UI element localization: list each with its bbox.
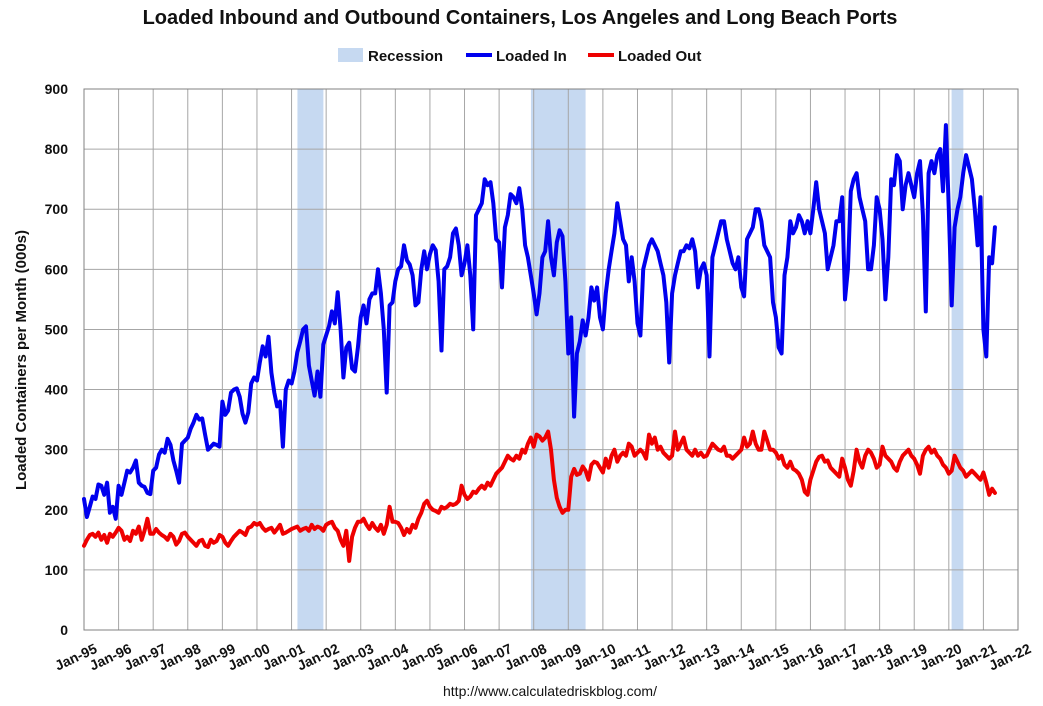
y-tick-label: 300	[45, 442, 69, 458]
y-tick-label: 400	[45, 382, 69, 398]
legend-recession-label: Recession	[368, 48, 443, 65]
legend-loaded-in-label: Loaded In	[496, 48, 567, 65]
x-axis-ticks: Jan-95Jan-96Jan-97Jan-98Jan-99Jan-00Jan-…	[52, 640, 1033, 673]
y-tick-label: 600	[45, 261, 69, 277]
legend-loaded-out-label: Loaded Out	[618, 48, 701, 65]
y-tick-label: 500	[45, 321, 69, 337]
recession-bands	[297, 89, 964, 630]
series-lines	[82, 123, 997, 563]
legend-recession-swatch	[338, 48, 363, 62]
y-tick-label: 800	[45, 141, 69, 157]
series-line-loaded-out	[82, 429, 997, 563]
y-tick-label: 0	[60, 622, 68, 638]
recession-band-3	[951, 89, 964, 630]
y-tick-label: 700	[45, 201, 69, 217]
source-url: http://www.calculatedriskblog.com/	[443, 683, 657, 699]
series-line-loaded-in	[82, 123, 997, 521]
y-tick-label: 900	[45, 81, 69, 97]
chart-title: Loaded Inbound and Outbound Containers, …	[143, 7, 898, 29]
y-tick-label: 200	[45, 502, 69, 518]
y-axis-label: Loaded Containers per Month (000s)	[13, 230, 30, 490]
legend: Recession Loaded In Loaded Out	[338, 48, 701, 65]
y-axis-ticks: 0 100 200 300 400 500 600 700 800 900	[45, 81, 69, 638]
plot-area-frame	[83, 88, 1019, 631]
y-tick-label: 100	[45, 562, 69, 578]
